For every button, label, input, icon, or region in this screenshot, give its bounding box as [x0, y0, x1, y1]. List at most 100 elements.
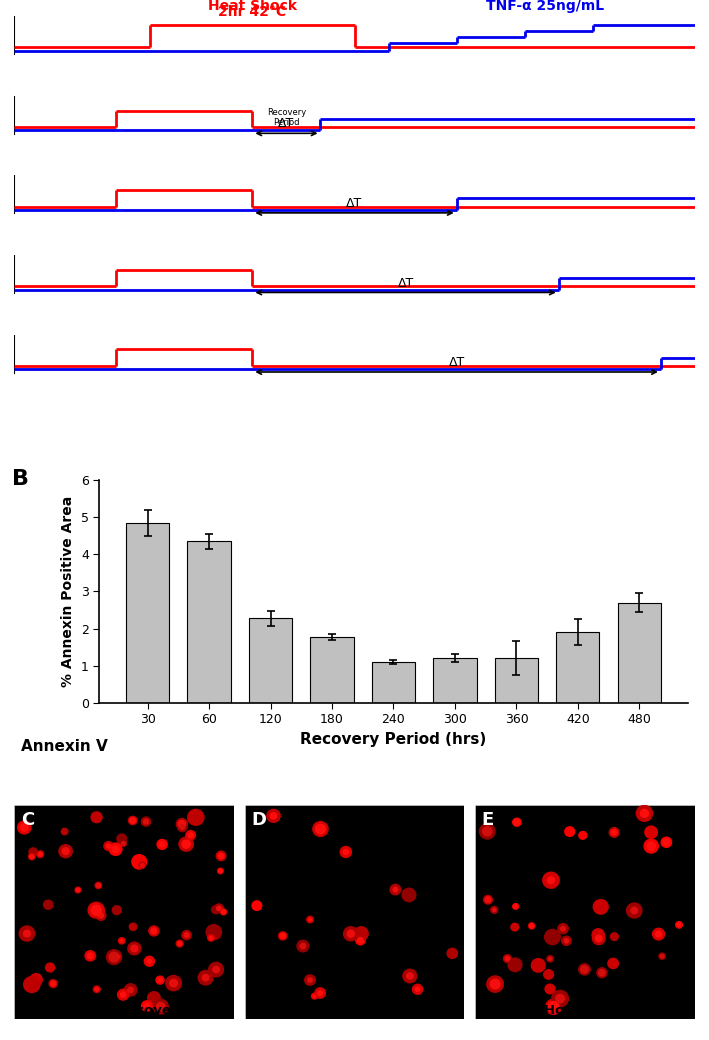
Circle shape — [661, 837, 671, 848]
Circle shape — [544, 969, 554, 980]
Circle shape — [91, 812, 102, 823]
Circle shape — [217, 906, 221, 911]
Bar — [126, 523, 169, 703]
Circle shape — [676, 921, 682, 928]
Text: E: E — [482, 811, 494, 829]
Text: ΔT: ΔT — [347, 197, 362, 210]
Circle shape — [62, 848, 69, 855]
Circle shape — [95, 882, 101, 888]
Circle shape — [177, 940, 183, 947]
Circle shape — [177, 818, 187, 830]
Circle shape — [180, 825, 185, 830]
Text: B: B — [11, 469, 28, 489]
Circle shape — [530, 924, 534, 928]
Circle shape — [211, 906, 220, 913]
Circle shape — [343, 850, 348, 855]
Circle shape — [579, 832, 587, 839]
Circle shape — [678, 924, 681, 927]
Circle shape — [211, 927, 220, 936]
Circle shape — [315, 988, 325, 998]
Circle shape — [214, 904, 223, 913]
Circle shape — [206, 925, 221, 940]
Circle shape — [118, 956, 120, 958]
Circle shape — [157, 1003, 165, 1011]
Circle shape — [139, 862, 145, 868]
Circle shape — [37, 851, 44, 858]
Circle shape — [43, 901, 53, 909]
Circle shape — [514, 905, 518, 908]
Bar — [311, 636, 354, 703]
Circle shape — [644, 826, 657, 838]
Text: Recovery
Period: Recovery Period — [267, 107, 306, 127]
Circle shape — [209, 936, 213, 939]
Circle shape — [218, 869, 223, 873]
Circle shape — [145, 1004, 150, 1009]
Circle shape — [631, 907, 637, 914]
Bar — [557, 632, 600, 703]
Circle shape — [147, 992, 160, 1004]
Circle shape — [660, 955, 664, 958]
Circle shape — [153, 999, 168, 1014]
Text: 5 Hour Recovery: 5 Hour Recovery — [296, 1005, 420, 1017]
Bar — [187, 542, 230, 703]
Bar — [433, 658, 476, 703]
Circle shape — [151, 928, 157, 934]
Circle shape — [311, 993, 318, 999]
Circle shape — [109, 953, 119, 962]
Circle shape — [202, 974, 209, 981]
Circle shape — [308, 978, 312, 982]
Circle shape — [547, 956, 554, 962]
Circle shape — [156, 977, 164, 984]
Circle shape — [644, 839, 658, 853]
Circle shape — [340, 847, 352, 857]
Circle shape — [543, 873, 559, 888]
Circle shape — [479, 824, 495, 839]
Text: ΔT: ΔT — [449, 356, 464, 369]
Circle shape — [208, 962, 223, 977]
Circle shape — [106, 844, 111, 849]
Circle shape — [354, 927, 368, 940]
Circle shape — [38, 853, 42, 856]
Circle shape — [128, 987, 133, 992]
Circle shape — [118, 938, 125, 944]
Circle shape — [547, 877, 554, 883]
Circle shape — [593, 933, 605, 944]
Circle shape — [358, 938, 363, 943]
Circle shape — [318, 991, 323, 995]
Circle shape — [592, 929, 604, 941]
Circle shape — [313, 822, 328, 836]
Circle shape — [118, 989, 128, 1000]
Bar — [495, 658, 538, 703]
Bar — [618, 602, 661, 703]
Circle shape — [344, 927, 358, 941]
Circle shape — [556, 994, 564, 1003]
Circle shape — [216, 851, 226, 860]
Circle shape — [169, 980, 177, 987]
Circle shape — [659, 953, 665, 960]
Circle shape — [49, 980, 57, 988]
Circle shape — [656, 931, 661, 937]
Circle shape — [178, 823, 187, 832]
Circle shape — [91, 905, 101, 915]
Circle shape — [549, 958, 552, 960]
Circle shape — [402, 888, 415, 902]
Circle shape — [182, 840, 190, 849]
Circle shape — [131, 945, 138, 952]
Text: ΔT: ΔT — [398, 277, 413, 289]
Circle shape — [85, 951, 96, 961]
Circle shape — [347, 930, 354, 937]
Circle shape — [483, 827, 492, 836]
Circle shape — [508, 958, 522, 971]
Circle shape — [188, 833, 193, 837]
Circle shape — [487, 976, 503, 992]
Circle shape — [307, 916, 313, 922]
Circle shape — [129, 924, 137, 931]
Circle shape — [96, 911, 106, 920]
Text: Annexin V: Annexin V — [21, 739, 108, 754]
Circle shape — [514, 820, 520, 825]
Circle shape — [267, 809, 280, 823]
Circle shape — [218, 853, 224, 859]
Circle shape — [270, 812, 277, 818]
Circle shape — [166, 976, 182, 991]
Circle shape — [640, 809, 649, 817]
